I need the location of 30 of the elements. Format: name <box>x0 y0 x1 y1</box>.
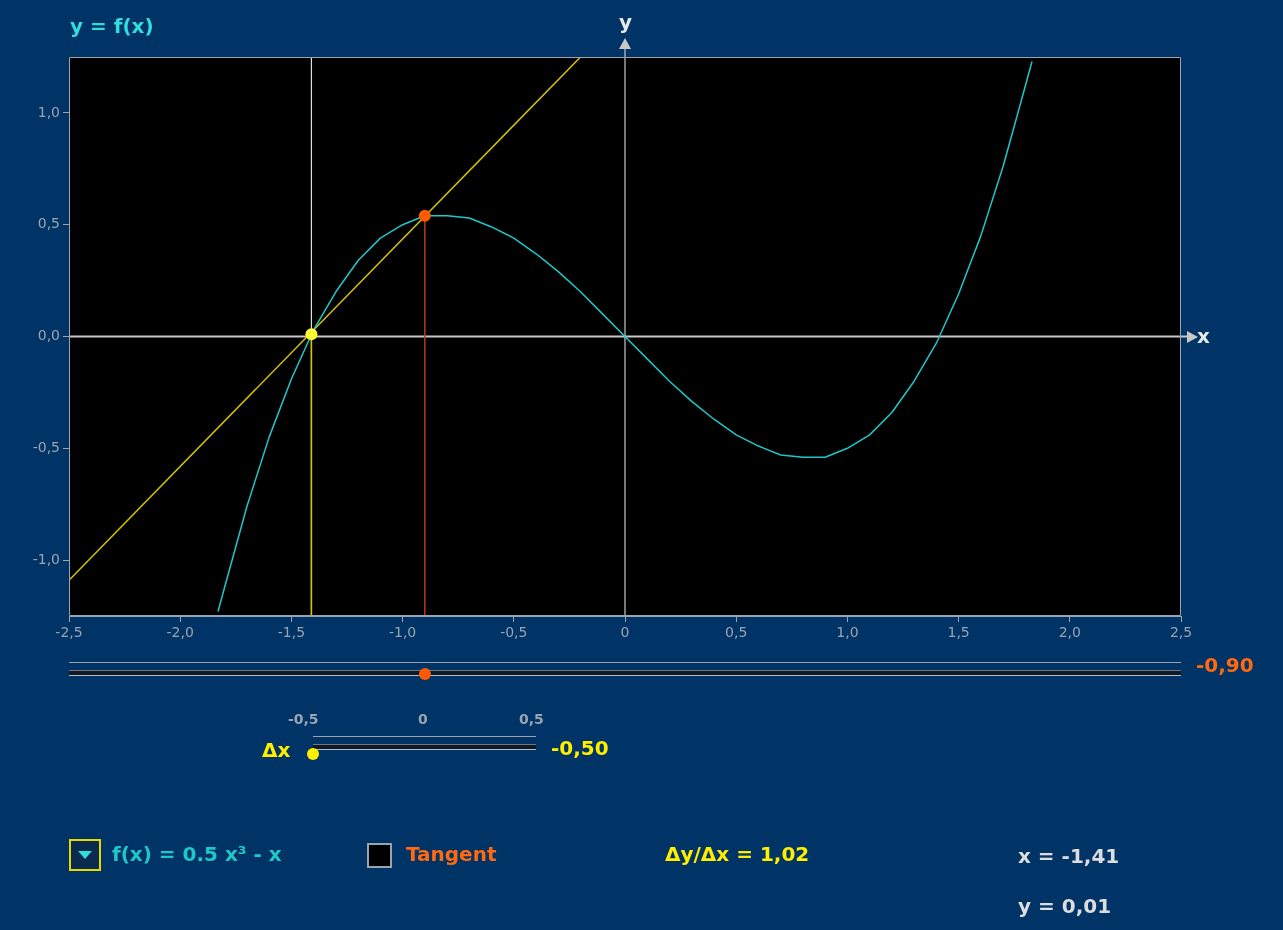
text: -0,5 <box>288 711 319 727</box>
y-axis-title: y <box>619 10 633 34</box>
x-tick-label: 2,5 <box>1169 624 1193 641</box>
y-tick-label: 0,5 <box>37 215 60 232</box>
x-tick-label: 1,5 <box>947 624 970 641</box>
y-tick-label: -1,0 <box>32 550 60 567</box>
y-tick-label: 0,0 <box>37 327 60 344</box>
chart-title: y = f(x) <box>70 14 154 38</box>
text: -0,90 <box>1196 653 1254 677</box>
y-tick-label: -0,5 <box>32 438 60 455</box>
text: Δx <box>262 738 291 762</box>
x-tick-label: 0 <box>620 624 630 641</box>
x-tick-label: 0,5 <box>725 624 748 641</box>
text: Δy/Δx = 1,02 <box>665 842 810 866</box>
x-tick-label: -1,0 <box>388 624 417 641</box>
text: 0 <box>418 711 428 727</box>
text: x = -1,41 <box>1018 844 1120 868</box>
text: 0,5 <box>519 711 544 727</box>
text: -0,50 <box>551 736 609 760</box>
x-tick-label: -2,0 <box>166 624 194 641</box>
x-tick-label: 2,0 <box>1058 624 1081 641</box>
x-tick-label: -2,5 <box>55 624 83 641</box>
y-tick-label: 1,0 <box>37 103 60 120</box>
text: Tangent <box>406 842 497 866</box>
x-tick-label: -1,5 <box>277 624 306 641</box>
x-axis-title: x <box>1197 323 1210 348</box>
text: f(x) = 0.5 x³ - x <box>112 842 282 866</box>
x-tick-label: -0,5 <box>500 624 528 641</box>
x-tick-label: 1,0 <box>836 624 859 641</box>
text: y = 0,01 <box>1018 894 1112 918</box>
